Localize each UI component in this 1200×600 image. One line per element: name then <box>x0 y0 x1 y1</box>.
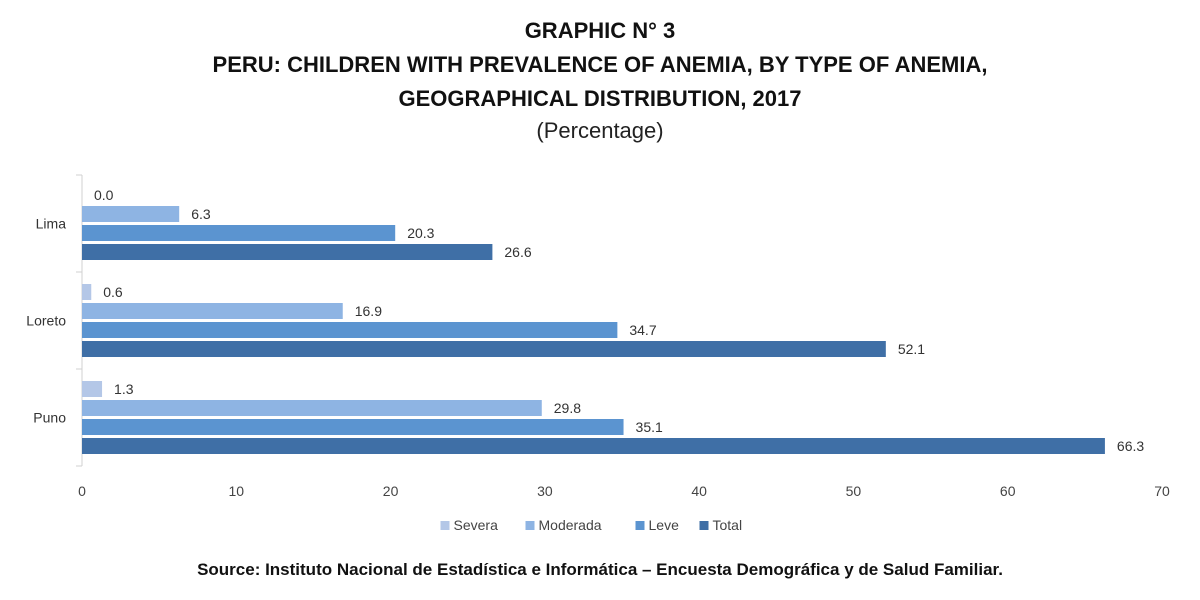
x-tick-label: 10 <box>228 483 244 499</box>
x-tick-label: 60 <box>1000 483 1016 499</box>
bar <box>82 284 92 300</box>
bar <box>82 381 103 397</box>
x-tick-label: 20 <box>383 483 399 499</box>
source-note: Source: Instituto Nacional de Estadístic… <box>197 560 1003 579</box>
data-label: 0.6 <box>103 284 123 300</box>
data-label: 20.3 <box>407 225 434 241</box>
category-label: Lima <box>36 216 67 232</box>
legend-swatch <box>635 521 645 530</box>
chart-title-line-1: GRAPHIC N° 3 <box>524 18 676 43</box>
bar <box>82 341 886 357</box>
data-label: 34.7 <box>629 322 656 338</box>
data-label: 0.0 <box>94 187 114 203</box>
category-label: Loreto <box>26 313 66 329</box>
legend-swatch <box>699 521 709 530</box>
data-label: 29.8 <box>554 400 581 416</box>
legend-item: Total <box>713 517 743 533</box>
bar <box>82 303 343 319</box>
legend-item: Severa <box>454 517 499 533</box>
bar <box>82 419 624 435</box>
x-tick-label: 50 <box>846 483 862 499</box>
data-label: 52.1 <box>898 341 925 357</box>
data-label: 1.3 <box>114 381 134 397</box>
category-label: Puno <box>33 410 66 426</box>
x-tick-label: 30 <box>537 483 553 499</box>
legend-item: Moderada <box>539 517 602 533</box>
chart-subtitle: (Percentage) <box>536 118 664 143</box>
legend-swatch <box>440 521 450 530</box>
data-label: 6.3 <box>191 206 211 222</box>
x-tick-label: 70 <box>1154 483 1170 499</box>
data-label: 35.1 <box>636 419 663 435</box>
legend-item: Leve <box>649 517 680 533</box>
legend-swatch <box>525 521 535 530</box>
x-tick-label: 40 <box>691 483 707 499</box>
bar <box>82 322 618 338</box>
bar <box>82 438 1105 454</box>
data-label: 16.9 <box>355 303 382 319</box>
data-label: 26.6 <box>504 244 531 260</box>
chart-titles: GRAPHIC N° 3 PERU: CHILDREN WITH PREVALE… <box>0 14 1200 146</box>
chart-title-line-2: PERU: CHILDREN WITH PREVALENCE OF ANEMIA… <box>212 52 988 77</box>
bar <box>82 206 180 222</box>
bar <box>82 225 396 241</box>
bar <box>82 400 542 416</box>
x-tick-label: 0 <box>78 483 86 499</box>
chart-title-line-3: GEOGRAPHICAL DISTRIBUTION, 2017 <box>398 86 802 111</box>
bar <box>82 244 493 260</box>
data-label: 66.3 <box>1117 438 1144 454</box>
